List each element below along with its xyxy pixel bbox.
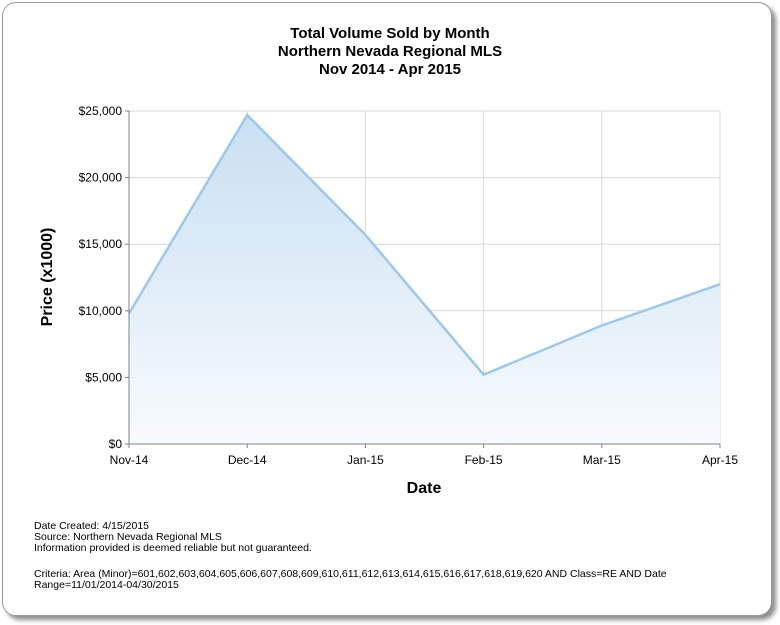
footer-criteria-line1: Criteria: Area (Minor)=601,602,603,604,6…: [34, 568, 667, 580]
y-tick-label: $10,000: [79, 304, 123, 318]
axes: [125, 110, 721, 448]
chart-subtitle-range: Nov 2014 - Apr 2015: [318, 61, 462, 78]
footer-source: Source: Northern Nevada Regional MLS: [34, 531, 222, 543]
x-tick-label: Feb-15: [465, 453, 503, 467]
y-tick-label: $15,000: [79, 237, 123, 251]
footer-criteria-line2: Range=11/01/2014-04/30/2015: [34, 579, 179, 591]
y-axis-title: Price (x1000): [39, 228, 56, 327]
x-tick-label: Apr-15: [702, 453, 738, 467]
y-tick-label: $20,000: [79, 171, 123, 185]
y-tick-label: $5,000: [85, 370, 122, 384]
area-series: [127, 112, 721, 444]
tick-labels: $0 $5,000 $10,000 $15,000 $20,000 $25,000 Nov-…: [79, 104, 739, 467]
x-tick-label: Nov-14: [110, 453, 149, 467]
series-line: [127, 112, 721, 377]
x-tick-label: Dec-14: [228, 453, 267, 467]
y-tick-label: $0: [109, 437, 123, 451]
footer-date-created: Date Created: 4/15/2015: [34, 520, 149, 532]
x-tick-label: Mar-15: [583, 453, 621, 467]
chart-subtitle-source: Northern Nevada Regional MLS: [277, 43, 503, 60]
chart-title: Total Volume Sold by Month: [290, 25, 490, 42]
x-axis-title: Date: [407, 480, 442, 497]
x-tick-label: Jan-15: [347, 453, 384, 467]
footer-disclaimer: Information provided is deemed reliable …: [34, 542, 312, 554]
y-tick-label: $25,000: [79, 104, 123, 118]
area-fill: [129, 115, 720, 444]
